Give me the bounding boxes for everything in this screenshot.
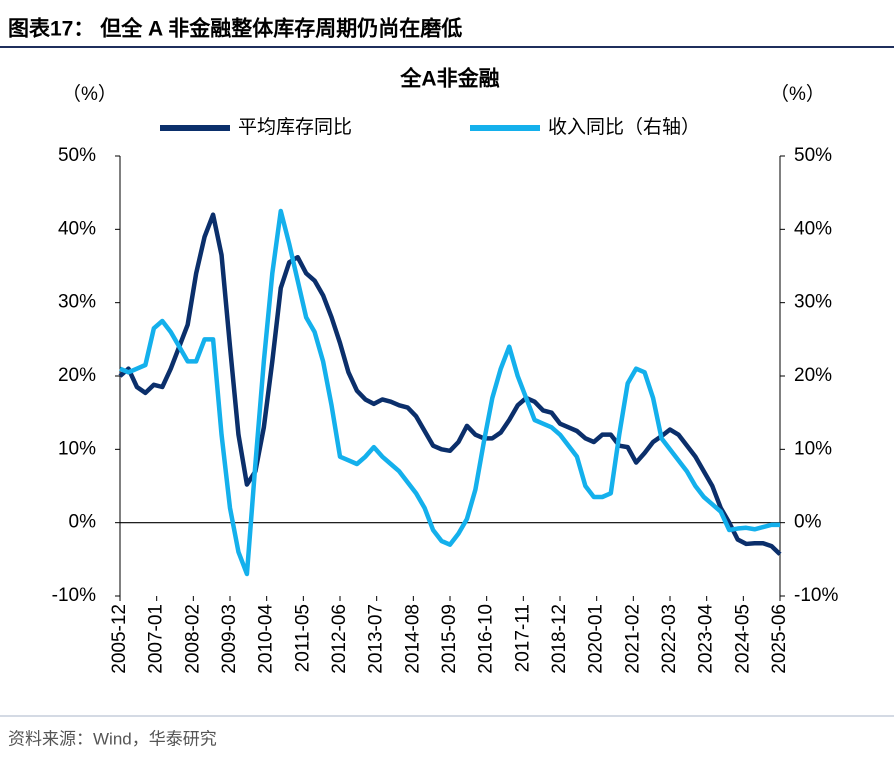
x-tick-label: 2010-04 [256,604,277,674]
y-tick-label: 30% [58,292,96,313]
x-tick-label: 2014-08 [402,604,423,674]
chart-title: 全A非金融 [399,67,499,91]
x-tick-label: 2009-03 [219,604,240,674]
y-tick-label: -10% [52,585,96,606]
x-tick-label: 2008-02 [182,604,203,674]
x-tick-label: 2025-06 [769,604,790,674]
x-tick-label: 2024-05 [732,604,753,674]
legend-label: 平均库存同比 [238,116,352,138]
header-title: 图表17： 但全 A 非金融整体库存周期仍尚在磨低 [8,17,462,41]
y-tick-label: 40% [58,218,96,239]
y2-tick-label: -10% [794,585,838,606]
y2-tick-label: 20% [794,365,832,386]
x-tick-label: 2018-12 [549,604,570,674]
y-axis-label: （%） [62,83,117,105]
y2-tick-label: 40% [794,218,832,239]
x-tick-label: 2012-06 [329,604,350,674]
x-tick-label: 2021-02 [622,604,643,674]
y-tick-label: 10% [58,438,96,459]
x-tick-label: 2005-12 [109,604,130,674]
x-tick-label: 2013-07 [366,604,387,674]
x-tick-label: 2023-04 [696,604,717,674]
line-series [118,212,782,556]
y2-tick-label: 10% [794,438,832,459]
x-tick-label: 2020-01 [586,604,607,674]
y2-tick-label: 0% [794,512,822,533]
x-tick-label: 2016-10 [476,604,497,674]
y-tick-label: 0% [69,512,97,533]
x-tick-label: 2022-03 [659,604,680,674]
y-tick-label: 50% [58,145,96,166]
x-tick-label: 2015-09 [439,604,460,674]
x-tick-label: 2011-05 [292,604,313,672]
source: 资料来源：Wind，华泰研究 [8,729,217,748]
y2-tick-label: 50% [794,145,832,166]
y2-tick-label: 30% [794,292,832,313]
legend-label: 收入同比（右轴） [548,116,700,138]
line-series [119,208,780,577]
x-tick-label: 2017-11 [512,604,533,672]
y2-axis-label: （%） [770,83,825,105]
x-tick-label: 2007-01 [146,604,167,674]
y-tick-label: 20% [58,365,96,386]
